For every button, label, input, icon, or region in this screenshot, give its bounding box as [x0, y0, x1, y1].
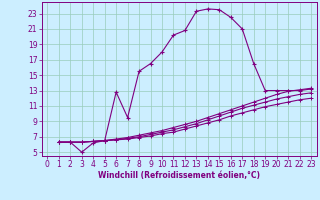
X-axis label: Windchill (Refroidissement éolien,°C): Windchill (Refroidissement éolien,°C)	[98, 171, 260, 180]
